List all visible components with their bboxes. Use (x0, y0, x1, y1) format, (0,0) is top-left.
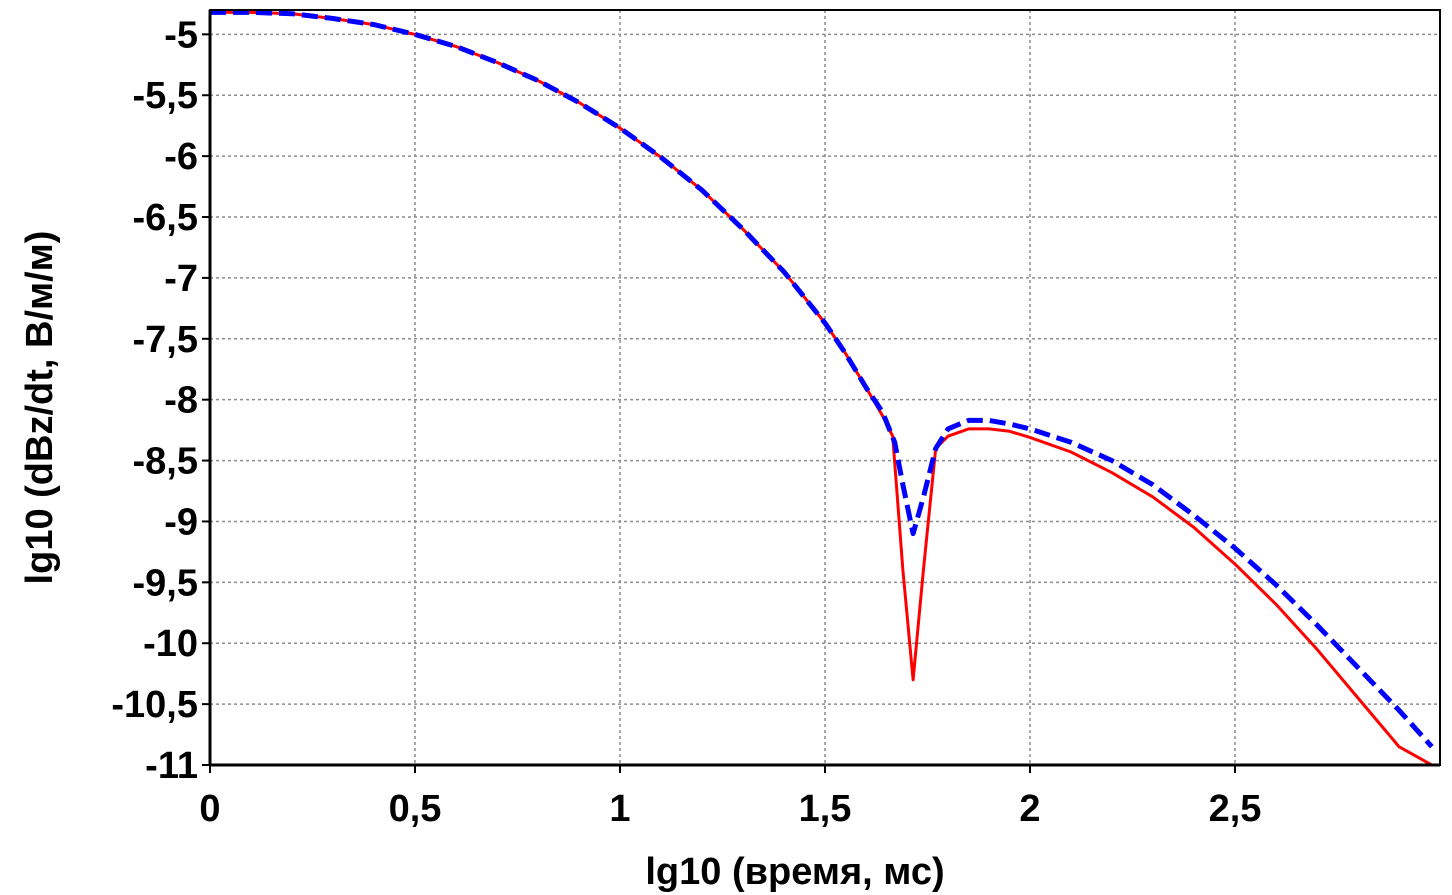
y-tick-label-5: -7,5 (133, 319, 198, 361)
series-group (210, 9, 1434, 767)
y-tick-label-9: -9,5 (133, 562, 198, 604)
y-axis-label: lg10 (dBz/dt, В/м/м) (19, 231, 61, 585)
x-tick-label-0: 0 (199, 788, 220, 830)
y-tick-label-10: -10 (143, 623, 198, 665)
ticks: 0 0,5 1 1,5 2 2,5 -5 -5,5 -6 -6,5 -7 -7,5 -8 -8,5 -9 -9… (111, 14, 1261, 830)
y-tick-label-7: -8,5 (133, 441, 198, 483)
x-tick-label-5: 2,5 (1209, 788, 1262, 830)
x-tick-label-2: 1 (609, 788, 630, 830)
x-tick-label-3: 1,5 (799, 788, 852, 830)
x-axis-label: lg10 (время, мс) (645, 851, 944, 893)
grid (210, 10, 1440, 765)
y-tick-label-11: -10,5 (111, 684, 198, 726)
series-line-1 (210, 9, 1434, 749)
x-tick-label-1: 0,5 (389, 788, 442, 830)
y-tick-label-8: -9 (164, 501, 198, 543)
y-tick-label-3: -6,5 (133, 197, 198, 239)
y-tick-label-0: -5 (164, 14, 198, 56)
y-tick-label-2: -6 (164, 136, 198, 178)
y-tick-label-6: -8 (164, 380, 198, 422)
y-tick-label-1: -5,5 (133, 75, 198, 117)
x-tick-label-4: 2 (1019, 788, 1040, 830)
y-tick-label-4: -7 (164, 258, 198, 300)
y-tick-label-12: -11 (145, 745, 198, 787)
